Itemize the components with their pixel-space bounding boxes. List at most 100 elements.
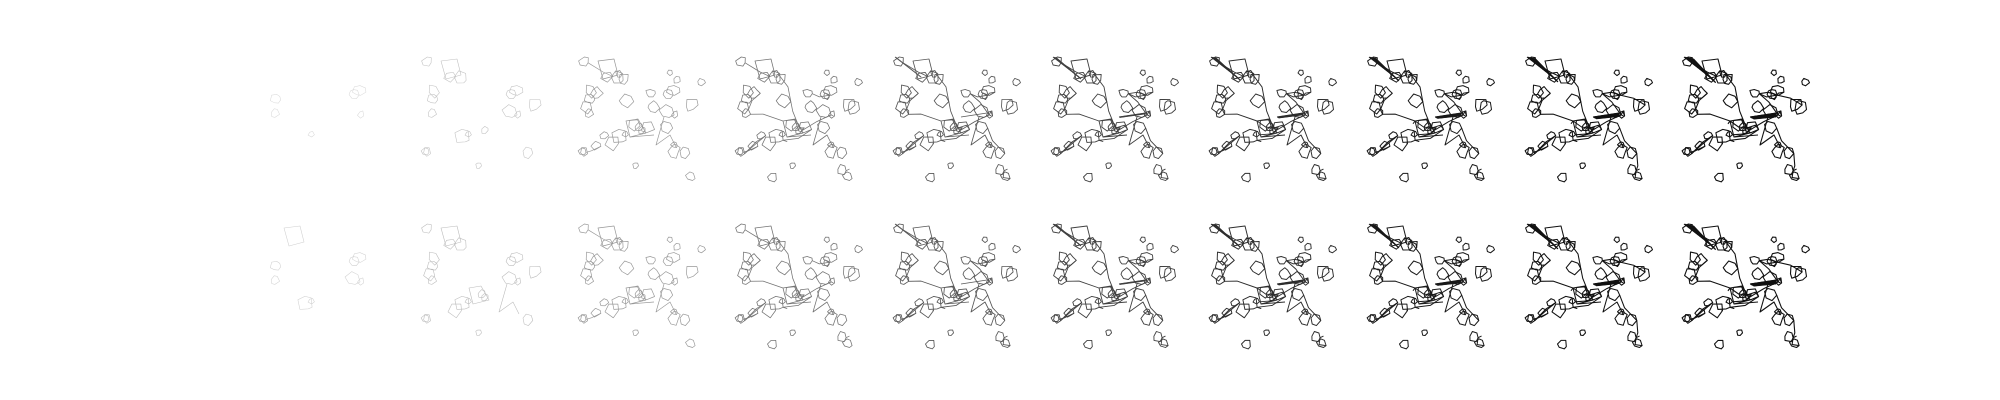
stroke-line xyxy=(1619,295,1638,321)
stroke-line xyxy=(1222,259,1235,277)
stroke-line xyxy=(1252,74,1266,102)
shape-outline xyxy=(610,70,624,84)
shape-outline xyxy=(357,110,364,119)
stroke-line xyxy=(906,259,919,277)
shape-outline xyxy=(1626,146,1638,160)
shape-outline xyxy=(1091,260,1108,276)
stroke-line xyxy=(1596,115,1620,120)
stroke-line xyxy=(1418,301,1444,305)
shape-outline xyxy=(1098,285,1120,305)
shape-outline xyxy=(737,101,750,115)
line-drawing xyxy=(577,223,706,348)
shape-outline xyxy=(514,110,521,119)
shape-outline xyxy=(1372,260,1385,271)
shape-outline xyxy=(1170,77,1179,87)
shape-outline xyxy=(505,89,517,99)
shape-outline xyxy=(737,268,750,282)
stroke-line xyxy=(1580,268,1590,296)
shape-outline xyxy=(421,56,432,67)
stroke-line xyxy=(936,241,950,269)
stroke-line xyxy=(1098,306,1104,309)
stroke-line xyxy=(1414,139,1420,143)
shape-outline xyxy=(1379,253,1393,266)
shape-outline xyxy=(1050,147,1060,155)
shape-outline xyxy=(1713,339,1724,350)
shape-outline xyxy=(427,261,438,271)
shape-outline xyxy=(1153,331,1163,343)
stroke-line xyxy=(750,113,784,122)
stroke-line xyxy=(801,114,832,131)
shape-outline xyxy=(297,296,313,310)
shape-outline xyxy=(440,58,462,80)
stroke-line xyxy=(1444,91,1463,96)
shape-outline xyxy=(1607,287,1621,302)
shape-outline xyxy=(1058,84,1070,99)
shape-outline xyxy=(975,288,989,302)
shape-outline xyxy=(1050,314,1060,322)
shape-outline xyxy=(747,86,761,99)
stroke-line xyxy=(1586,292,1590,298)
shape-outline xyxy=(481,293,489,301)
stroke-line xyxy=(629,134,655,138)
shape-outline xyxy=(464,298,472,305)
shape-outline xyxy=(1544,225,1566,247)
stroke-line xyxy=(1222,275,1226,282)
stroke-line xyxy=(1437,115,1462,119)
stroke-line xyxy=(987,295,1006,321)
shape-outline xyxy=(1153,164,1163,176)
stroke-line xyxy=(1382,113,1416,122)
shape-outline xyxy=(645,256,656,265)
shape-outline xyxy=(1143,277,1152,286)
shape-outline xyxy=(1777,75,1785,84)
shape-outline xyxy=(1455,69,1462,77)
shape-outline xyxy=(443,72,457,83)
shape-outline xyxy=(1631,338,1643,349)
shape-outline xyxy=(660,121,674,134)
stroke-line xyxy=(1635,168,1640,172)
shape-outline xyxy=(1298,143,1312,159)
shape-outline xyxy=(1537,253,1551,266)
shape-outline xyxy=(604,303,619,319)
stroke-line xyxy=(1215,224,1241,248)
stroke-line xyxy=(1601,93,1622,116)
stroke-line xyxy=(1602,116,1624,148)
stroke-line xyxy=(1431,124,1445,130)
stroke-line xyxy=(782,306,788,309)
shape-outline xyxy=(947,162,954,169)
shape-outline xyxy=(1083,339,1093,350)
shape-outline xyxy=(1404,236,1412,245)
stroke-line xyxy=(1777,278,1783,284)
stroke-line xyxy=(1444,93,1463,98)
shape-outline xyxy=(580,268,593,282)
stroke-line xyxy=(1259,297,1277,303)
stroke-line xyxy=(1252,241,1266,269)
shape-outline xyxy=(599,298,610,307)
shape-outline xyxy=(1719,69,1727,78)
shape-outline xyxy=(982,310,996,326)
stroke-line xyxy=(1418,134,1444,138)
shape-outline xyxy=(628,286,641,299)
stroke-line xyxy=(1286,116,1308,148)
stroke-line xyxy=(944,134,970,138)
shape-outline xyxy=(1701,225,1723,247)
stroke-line xyxy=(1003,168,1008,172)
shape-outline xyxy=(1398,339,1409,350)
shape-outline xyxy=(960,89,971,98)
shape-outline xyxy=(930,70,938,78)
shape-outline xyxy=(1562,236,1570,245)
shape-outline xyxy=(1101,286,1114,299)
stroke-line xyxy=(1218,135,1240,155)
stroke-line xyxy=(1115,291,1128,297)
stroke-line xyxy=(1753,116,1777,120)
stroke-line xyxy=(1224,280,1258,289)
stroke-line xyxy=(960,279,988,285)
stroke-line xyxy=(1002,170,1011,180)
shape-outline xyxy=(734,314,744,322)
shape-outline xyxy=(936,130,944,138)
stroke-line xyxy=(1256,306,1262,309)
stroke-line xyxy=(1094,241,1108,269)
shape-outline xyxy=(985,308,993,316)
stroke-line xyxy=(1758,260,1779,283)
shape-outline xyxy=(454,129,470,143)
shape-outline xyxy=(625,285,647,305)
